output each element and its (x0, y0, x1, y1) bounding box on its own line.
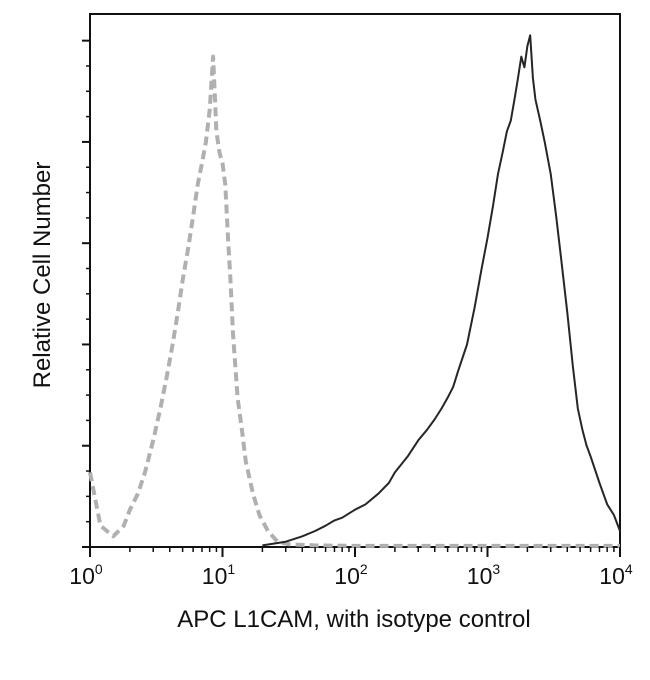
plot-border (89, 13, 621, 548)
y-axis-label: Relative Cell Number (29, 162, 56, 389)
x-axis-ticks: 100 101 102 103 104 (69, 547, 633, 589)
y-axis-ticks (82, 39, 90, 548)
x-tick-label: 104 (599, 561, 633, 589)
series-layer (88, 34, 621, 548)
plot-frame (89, 13, 621, 548)
x-tick-label: 102 (334, 561, 368, 589)
series-line-2 (262, 34, 621, 547)
x-axis-label: APC L1CAM, with isotype control (177, 606, 530, 633)
x-tick-label: 101 (202, 561, 236, 589)
x-tick-label: 100 (69, 561, 103, 589)
series-line-1 (88, 54, 620, 548)
x-tick-label: 103 (467, 561, 501, 589)
